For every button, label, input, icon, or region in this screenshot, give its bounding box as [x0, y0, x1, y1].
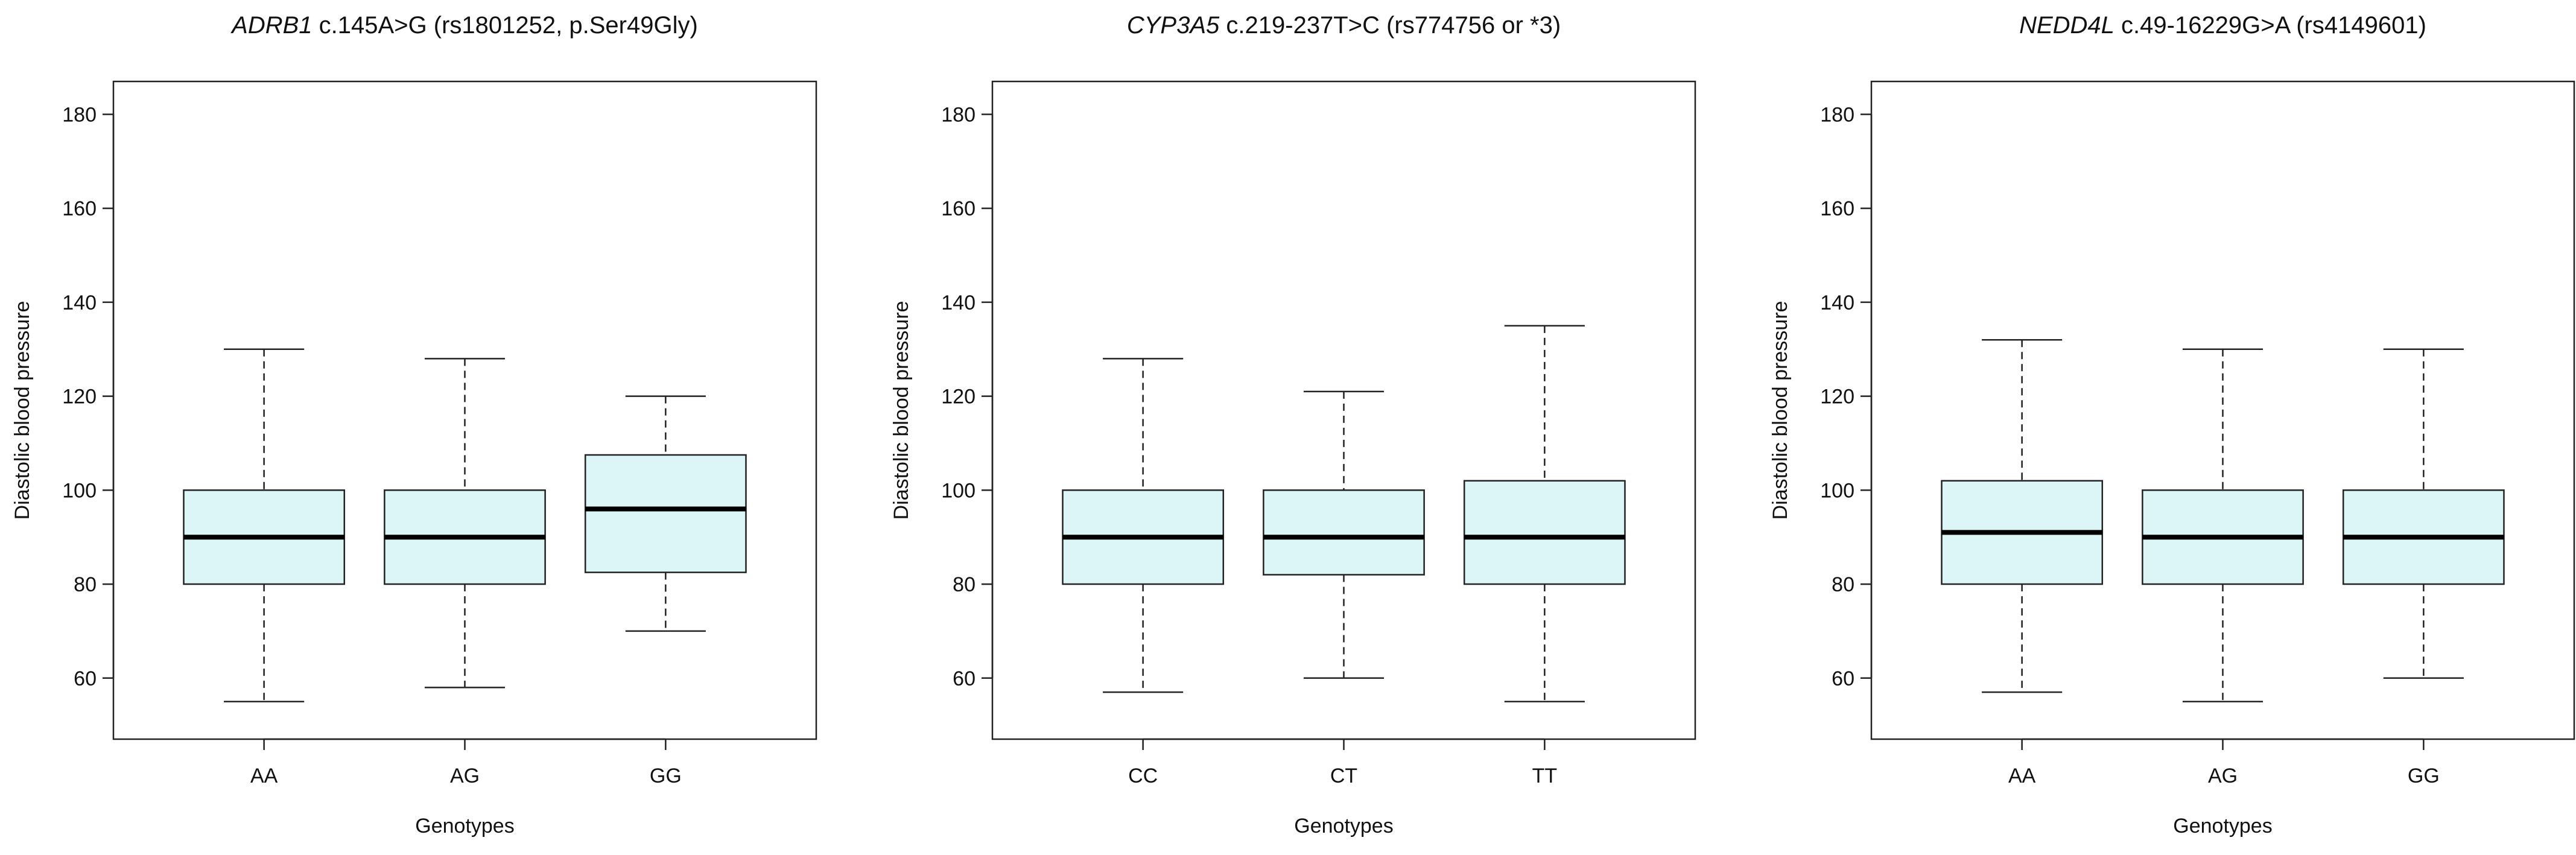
panels: ADRB1 c.145A>G (rs1801252, p.Ser49Gly) 60… [11, 12, 2575, 838]
x-tick-label: GG [2408, 764, 2440, 787]
chart-title-gene: ADRB1 [230, 12, 312, 39]
box-group-AA [183, 348, 346, 702]
y-tick-label: 140 [62, 291, 97, 314]
box-group-AG [384, 358, 546, 688]
chart-panel-3: NEDD4L c.49-16229G>A (rs4149601) 60 80 100 1… [1769, 12, 2575, 838]
y-tick-label: 60 [74, 667, 97, 690]
y-axis-label: Diastolic blood pressure [890, 301, 913, 520]
chart-title-variant: c.145A>G (rs1801252, p.Ser49Gly) [312, 12, 698, 39]
y-tick-label: 120 [941, 386, 976, 408]
chart-panel-2: CYP3A5 c.219-237T>C (rs774756 or *3) 60 80… [890, 12, 1696, 838]
y-tick-label: 160 [941, 197, 976, 220]
y-axis-label: Diastolic blood pressure [11, 301, 34, 520]
x-axis-label: Genotypes [1294, 815, 1393, 838]
chart-title-gene: CYP3A5 [1127, 12, 1220, 39]
iqr-box [584, 454, 747, 573]
x-tick-label: AG [450, 764, 480, 787]
y-tick-label: 60 [1832, 667, 1854, 690]
y-tick-label: 80 [953, 573, 976, 596]
chart-title: CYP3A5 c.219-237T>C (rs774756 or *3) [1127, 12, 1561, 39]
y-axis-label: Diastolic blood pressure [1769, 301, 1792, 520]
box-group-GG [584, 395, 747, 632]
y-tick-label: 100 [62, 479, 97, 502]
x-tick-label: GG [650, 764, 682, 787]
iqr-box [1263, 489, 1425, 576]
y-tick-label: 120 [62, 386, 97, 408]
y-tick-label: 100 [1820, 479, 1854, 502]
x-tick-label: AG [2208, 764, 2238, 787]
chart-title-variant: c.49-16229G>A (rs4149601) [2114, 12, 2426, 39]
box-group-GG [2342, 348, 2505, 679]
y-tick-label: 160 [62, 197, 97, 220]
chart-title: ADRB1 c.145A>G (rs1801252, p.Ser49Gly) [230, 12, 698, 39]
box-group-AG [2142, 348, 2304, 702]
x-axis-label: Genotypes [2173, 815, 2272, 838]
x-tick-label: AA [2008, 764, 2036, 787]
y-tick-label: 120 [1820, 386, 1854, 408]
box-group-CC [1062, 358, 1225, 693]
y-tick-label: 140 [1820, 291, 1854, 314]
x-axis-label: Genotypes [415, 815, 514, 838]
y-tick-label: 180 [62, 104, 97, 127]
box-group-TT [1463, 325, 1626, 702]
y-tick-label: 80 [74, 573, 97, 596]
chart-title: NEDD4L c.49-16229G>A (rs4149601) [2019, 12, 2426, 39]
x-tick-label: TT [1532, 764, 1558, 787]
x-tick-label: AA [250, 764, 278, 787]
y-tick-label: 180 [941, 104, 976, 127]
y-tick-label: 140 [941, 291, 976, 314]
box-group-CT [1263, 390, 1425, 679]
y-tick-label: 80 [1832, 573, 1854, 596]
y-tick-label: 180 [1820, 104, 1854, 127]
chart-title-variant: c.219-237T>C (rs774756 or *3) [1219, 12, 1561, 39]
iqr-box [1463, 480, 1626, 585]
y-tick-label: 60 [953, 667, 976, 690]
chart-panel-1: ADRB1 c.145A>G (rs1801252, p.Ser49Gly) 60… [11, 12, 817, 838]
x-tick-label: CC [1128, 764, 1158, 787]
y-tick-label: 100 [941, 479, 976, 502]
chart-title-gene: NEDD4L [2019, 12, 2114, 39]
y-tick-label: 160 [1820, 197, 1854, 220]
box-group-AA [1941, 339, 2104, 693]
x-tick-label: CT [1330, 764, 1357, 787]
